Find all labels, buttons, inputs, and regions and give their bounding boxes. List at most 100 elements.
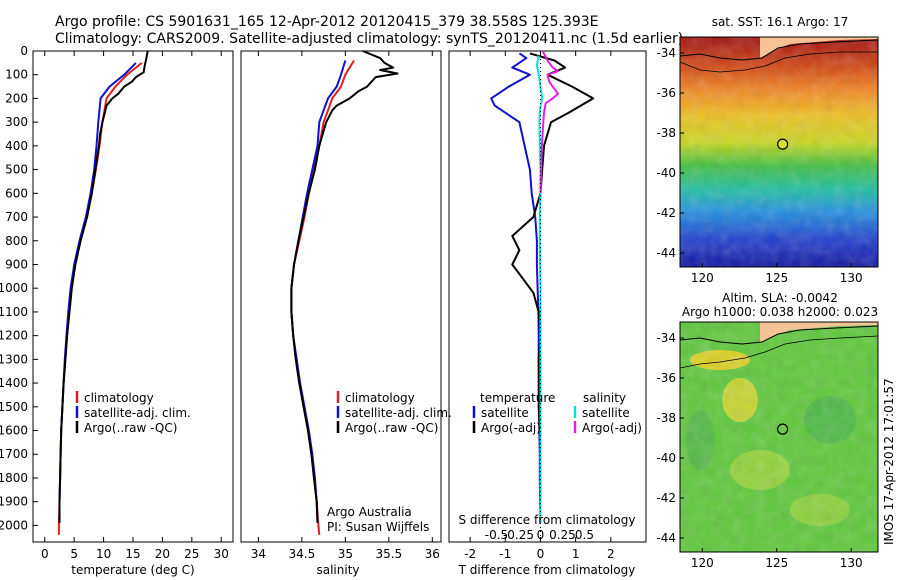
sla-map-title-line1: Altim. SLA: -0.0042: [722, 291, 838, 305]
legend-label-argo: Argo(..raw -QC): [345, 421, 438, 435]
depth-tick-label: 600: [5, 186, 28, 200]
depth-tick-label: 1100: [0, 305, 28, 319]
difference-xlabel-top: S difference from climatology: [459, 513, 636, 527]
depth-tick-label: 700: [5, 210, 28, 224]
x-tick-label: 2: [607, 547, 615, 561]
coastline-contour: [680, 322, 878, 345]
argo-location-marker: [777, 423, 789, 435]
x-tick-label: 1: [572, 547, 580, 561]
difference-plot: -2 -1 0 1 2 -0.5-0.25 0 0.25 0.5: [464, 50, 615, 561]
s-tick-label: 0: [537, 528, 545, 542]
x-tick-label: 0: [537, 547, 545, 561]
argo-location-marker: [777, 138, 789, 150]
annotation-pi: PI: Susan Wijffels: [327, 520, 429, 534]
figure-title-line2: Climatology: CARS2009. Satellite-adjuste…: [55, 31, 683, 47]
legend-label-satellite: satellite-adj. clim.: [84, 406, 191, 420]
legend-label-argo: Argo(..raw -QC): [84, 421, 177, 435]
difference-legend-temperature: temperature satellite Argo(-adj): [472, 391, 555, 435]
depth-tick-label: 500: [5, 163, 28, 177]
sst-texture: [680, 37, 878, 267]
land-mass-australia: [680, 322, 878, 342]
depth-tick-label: 400: [5, 139, 28, 153]
legend-label-satellite: satellite-adj. clim.: [345, 406, 452, 420]
shelf-contour: [680, 335, 878, 369]
salinity-xlabel: salinity: [316, 563, 359, 577]
map-y-tick-label: -38: [656, 411, 676, 425]
map-y-tick-label: -38: [656, 126, 676, 140]
salinity-axes-frame: [240, 50, 442, 543]
depth-tick-label: 1500: [0, 400, 28, 414]
depth-tick-label: 1800: [0, 471, 28, 485]
depth-tick-label: 0: [20, 44, 28, 58]
map-x-tick-label: 130: [840, 271, 863, 285]
map-x-tick-label: 120: [691, 271, 714, 285]
s-tick-label: 0.25: [549, 528, 576, 542]
x-tick-label: 5: [70, 547, 78, 561]
depth-tick-label: 200: [5, 91, 28, 105]
x-tick-label: 10: [96, 547, 111, 561]
series-line-temperature-satellite: [490, 52, 542, 524]
series-line-salinity-argo-adj-: [539, 50, 560, 194]
map-y-tick-label: -36: [656, 86, 676, 100]
depth-tick-label: 300: [5, 115, 28, 129]
depth-tick-label: 1600: [0, 424, 28, 438]
legend-label-climatology: climatology: [345, 391, 415, 405]
map-y-tick-label: -40: [656, 451, 676, 465]
temperature-legend: climatology satellite-adj. clim. Argo(..…: [75, 391, 191, 435]
s-tick-label: 0.5: [575, 528, 594, 542]
coastline-contour: [680, 37, 878, 61]
x-tick-label: 34.5: [289, 547, 316, 561]
legend-heading-salinity: salinity: [583, 391, 626, 405]
map-y-tick-label: -40: [656, 166, 676, 180]
legend-label-climatology: climatology: [84, 391, 154, 405]
x-tick-label: 36: [425, 547, 440, 561]
sla-map-title-line2: Argo h1000: 0.038 h2000: 0.023: [682, 305, 878, 319]
map-x-tick-label: 125: [765, 556, 788, 570]
x-tick-label: -1: [499, 547, 511, 561]
depth-tick-label: 2000: [0, 518, 28, 532]
sla-map-frame: [679, 321, 879, 553]
depth-tick-label: 100: [5, 68, 28, 82]
depth-tick-label: 800: [5, 234, 28, 248]
difference-axes-frame: [448, 50, 647, 543]
legend-label-sal-satellite: satellite: [582, 406, 630, 420]
series-line-satellite-adj-clim-: [290, 60, 347, 524]
sla-map-axes: 120 125 130 -34 -36 -38 -40 -42 -44: [656, 331, 862, 570]
legend-label-sal-argo: Argo(-adj): [582, 421, 642, 435]
x-tick-label: 30: [214, 547, 229, 561]
legend-heading-temperature: temperature: [480, 391, 555, 405]
map-y-tick-label: -42: [656, 491, 676, 505]
depth-tick-label: 1000: [0, 281, 28, 295]
series-line-temperature-argo-adj-: [511, 52, 595, 523]
shelf-contour: [680, 51, 878, 73]
depth-tick-label: 900: [5, 257, 28, 271]
map-y-tick-label: -44: [656, 246, 676, 260]
sla-map-image: [680, 322, 878, 552]
temperature-axes-frame: [32, 50, 234, 543]
temperature-plot: 0 5 10 15 20 25 30: [41, 50, 229, 561]
difference-xlabel: T difference from climatology: [458, 563, 636, 577]
sst-map-title: sat. SST: 16.1 Argo: 17: [712, 15, 849, 29]
depth-axis: 0 100 200 300 400 500 600 700 800 900 1000 1100 1200…: [0, 44, 38, 532]
s-tick-label: -0.25: [503, 528, 534, 542]
map-y-tick-label: -42: [656, 206, 676, 220]
depth-tick-label: 1900: [0, 495, 28, 509]
imos-timestamp: IMOS 17-Apr-2012 17:01:57: [882, 378, 896, 545]
sst-map-frame: [679, 36, 879, 268]
x-tick-label: 34: [251, 547, 266, 561]
map-y-tick-label: -34: [656, 331, 676, 345]
map-y-tick-label: -34: [656, 46, 676, 60]
annotation-argo-australia: Argo Australia: [327, 505, 412, 519]
salinity-plot: 34 34.5 35 35.5 36: [251, 50, 440, 561]
depth-tick-label: 1400: [0, 376, 28, 390]
x-tick-label: 35.5: [375, 547, 402, 561]
map-y-tick-label: -36: [656, 371, 676, 385]
figure-title-line1: Argo profile: CS 5901631_165 12-Apr-2012…: [55, 14, 599, 30]
map-x-tick-label: 130: [840, 556, 863, 570]
salinity-legend: climatology satellite-adj. clim. Argo(..…: [336, 391, 452, 435]
map-x-tick-label: 120: [691, 556, 714, 570]
depth-tick-label: 1200: [0, 329, 28, 343]
map-y-tick-label: -44: [656, 531, 676, 545]
difference-legend-salinity: salinity satellite Argo(-adj): [573, 391, 642, 435]
